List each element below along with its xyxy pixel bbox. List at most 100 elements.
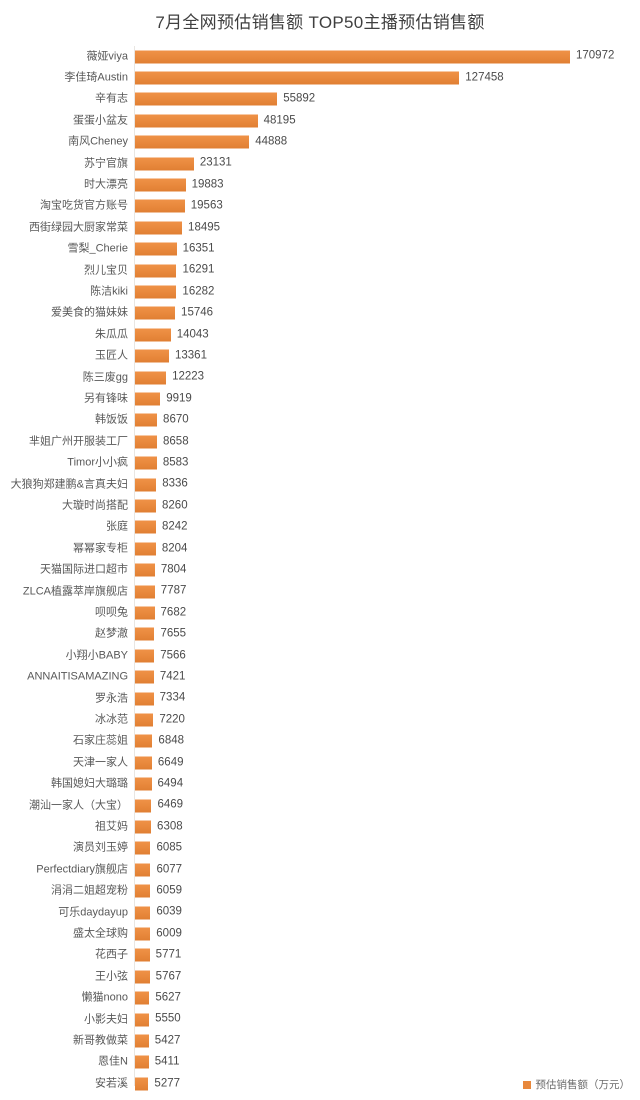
category-label: 薇娅viya <box>86 50 128 63</box>
bar-with-value: 6059 <box>135 884 182 898</box>
category-label: ZLCA植露萃岸旗舰店 <box>22 585 128 598</box>
bar-with-value: 6039 <box>135 905 182 920</box>
bar-with-value: 12223 <box>135 371 204 385</box>
value-label: 16282 <box>182 285 215 298</box>
bar-with-value: 6308 <box>135 820 183 834</box>
value-label: 18495 <box>188 221 221 234</box>
value-label: 5627 <box>155 991 181 1004</box>
bar <box>135 178 186 192</box>
bar-row: 石家庄蕊姐 6848 <box>0 731 640 752</box>
value-label: 6494 <box>157 777 184 790</box>
legend-label: 预估销售额（万元） <box>535 1079 631 1091</box>
bar-with-value: 170972 <box>135 50 614 64</box>
category-label: 陈三废gg <box>82 371 128 384</box>
bar-row: 安若溪 5277 <box>0 1073 640 1094</box>
bar <box>135 542 156 556</box>
category-label: 时大漂亮 <box>84 178 128 191</box>
bar <box>135 199 185 213</box>
bar-row: 薇娅viya 170972 <box>0 46 640 67</box>
bar-row: 盛太全球购 6009 <box>0 923 640 944</box>
bar-with-value: 6085 <box>135 841 182 855</box>
bar <box>135 820 152 834</box>
bar-row: 另有锋味 9919 <box>0 388 640 409</box>
value-label: 7566 <box>160 649 186 662</box>
bar <box>135 1034 149 1048</box>
bar-row: 赵梦澈 7655 <box>0 624 640 645</box>
value-label: 9919 <box>166 392 192 405</box>
bar-row: 雪梨_Cherie 16351 <box>0 239 640 260</box>
bar-row: ANNAITISAMAZING 7421 <box>0 667 640 688</box>
plot-area: 薇娅viya 170972 李佳琦Austin 127458 辛有志 55892 蛋蛋小盆友… <box>0 46 640 1091</box>
bar-row: 可乐daydayup 6039 <box>0 902 640 923</box>
category-label: Timor小小疯 <box>67 456 128 469</box>
bar-with-value: 5411 <box>135 1055 180 1069</box>
bar-with-value: 18495 <box>135 221 221 235</box>
bar-row: 花西子 5771 <box>0 945 640 966</box>
bar-row: 张庭 8242 <box>0 517 640 538</box>
bar-row: 演员刘玉婷 6085 <box>0 838 640 859</box>
bar <box>135 692 154 706</box>
category-label: 韩国媳妇大璐璐 <box>51 777 128 790</box>
bar-with-value: 8670 <box>135 413 189 427</box>
bar-row: Perfectdiary旗舰店 6077 <box>0 859 640 880</box>
bar-row: 李佳琦Austin 127458 <box>0 67 640 88</box>
chart-title: 7月全网预估销售额 TOP50主播预估销售额 <box>155 13 485 32</box>
category-label: 大狼狗郑建鹏&言真夫妇 <box>10 478 128 491</box>
bar-with-value: 6649 <box>135 756 184 770</box>
bar-row: 懒猫nono 5627 <box>0 988 640 1009</box>
bar <box>135 456 157 470</box>
bar <box>135 991 150 1005</box>
bar-row: 新哥教做菜 5427 <box>0 1030 640 1051</box>
bar-with-value: 7787 <box>135 585 186 599</box>
value-label: 5771 <box>155 948 182 961</box>
value-label: 15746 <box>181 306 214 319</box>
bar <box>135 50 570 64</box>
category-label: 天猫国际进口超市 <box>40 563 128 576</box>
bar-with-value: 23131 <box>135 157 232 171</box>
bar <box>135 285 177 299</box>
bar <box>135 563 155 577</box>
bar-with-value: 7566 <box>135 649 186 663</box>
bar-row: 辛有志 55892 <box>0 89 640 110</box>
bar <box>135 71 460 85</box>
category-label: 苏宁官旗 <box>84 157 128 170</box>
category-label: 辛有志 <box>95 92 128 105</box>
y-axis-line <box>134 46 135 1086</box>
category-label: 淘宝吃货官方账号 <box>40 199 128 212</box>
bar-with-value: 5427 <box>135 1034 181 1048</box>
bar-with-value: 48195 <box>135 114 296 128</box>
category-label: 懒猫nono <box>81 991 128 1004</box>
bar <box>135 799 152 813</box>
category-label: 李佳琦Austin <box>64 71 128 84</box>
category-label: 大璇时尚搭配 <box>62 499 128 512</box>
bar-row: 冰冰范 7220 <box>0 709 640 730</box>
bar <box>135 585 155 599</box>
bar-row: 韩饭饭 8670 <box>0 410 640 431</box>
bar-with-value: 127458 <box>135 71 504 85</box>
category-label: 可乐daydayup <box>58 906 128 919</box>
category-label: 张庭 <box>106 520 128 533</box>
value-label: 44888 <box>255 135 288 148</box>
bar-row: ZLCA植露萃岸旗舰店 7787 <box>0 581 640 602</box>
bar-with-value: 6077 <box>135 863 182 877</box>
value-label: 7334 <box>159 691 186 704</box>
value-label: 5277 <box>154 1077 181 1090</box>
value-label: 7421 <box>159 670 186 683</box>
bar-with-value: 6469 <box>135 799 183 813</box>
value-label: 127458 <box>465 71 504 84</box>
bar-with-value: 15746 <box>135 306 214 320</box>
category-label: 陈洁kiki <box>90 285 128 298</box>
value-label: 5427 <box>154 1034 181 1047</box>
bar <box>135 627 155 641</box>
bar <box>135 135 250 149</box>
bar-row: 爱美食的猫妹妹 15746 <box>0 303 640 324</box>
value-label: 16351 <box>182 242 215 255</box>
bar <box>135 371 167 385</box>
category-label: 盛太全球购 <box>73 927 128 940</box>
category-label: 潮汕一家人（大宝） <box>29 799 128 812</box>
value-label: 6039 <box>156 905 182 918</box>
bar <box>135 413 158 427</box>
category-label: 演员刘玉婷 <box>73 841 128 854</box>
bar-with-value: 8242 <box>135 520 188 534</box>
